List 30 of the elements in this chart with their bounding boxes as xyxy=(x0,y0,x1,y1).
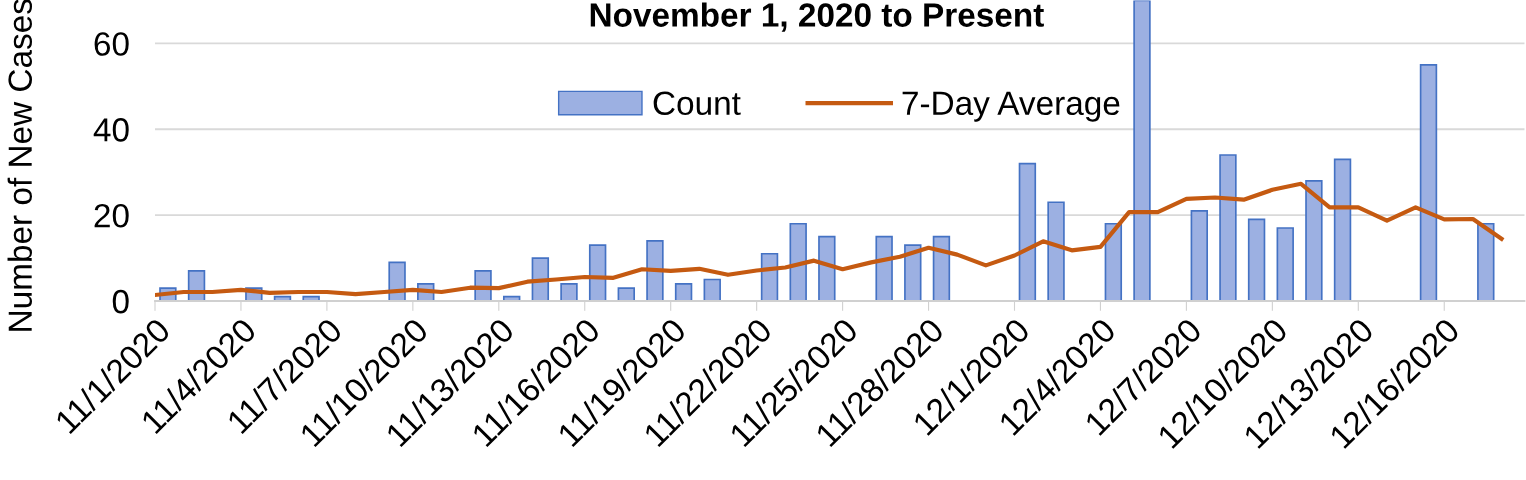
bar xyxy=(1133,0,1151,301)
chart-title: November 1, 2020 to Present xyxy=(590,2,1044,32)
bar xyxy=(560,282,578,301)
bar xyxy=(1305,179,1323,301)
bar xyxy=(674,282,693,301)
bar xyxy=(932,235,951,301)
bar xyxy=(1419,64,1438,301)
bar xyxy=(818,235,836,301)
bar xyxy=(904,244,922,301)
bar xyxy=(789,222,807,301)
bar xyxy=(875,235,893,301)
legend-label: 7-Day Average xyxy=(902,91,1120,122)
bar xyxy=(1247,218,1266,301)
y-tick-label: 0 xyxy=(112,289,129,314)
bar xyxy=(1219,154,1237,301)
bar xyxy=(1477,222,1495,301)
y-tick-label: 20 xyxy=(94,203,129,228)
bar xyxy=(1333,158,1352,301)
legend-label: Count xyxy=(653,91,741,116)
y-tick-label: 60 xyxy=(94,32,129,56)
bar xyxy=(646,240,664,301)
bar xyxy=(1276,227,1294,301)
bar xyxy=(703,278,721,301)
bar xyxy=(1190,210,1209,301)
bar xyxy=(1018,162,1037,301)
y-axis-title: Number of New Cases xyxy=(7,0,33,331)
bar xyxy=(617,287,636,301)
bar xyxy=(1047,201,1065,301)
y-tick-label: 40 xyxy=(93,118,129,142)
line-series xyxy=(155,181,1504,298)
